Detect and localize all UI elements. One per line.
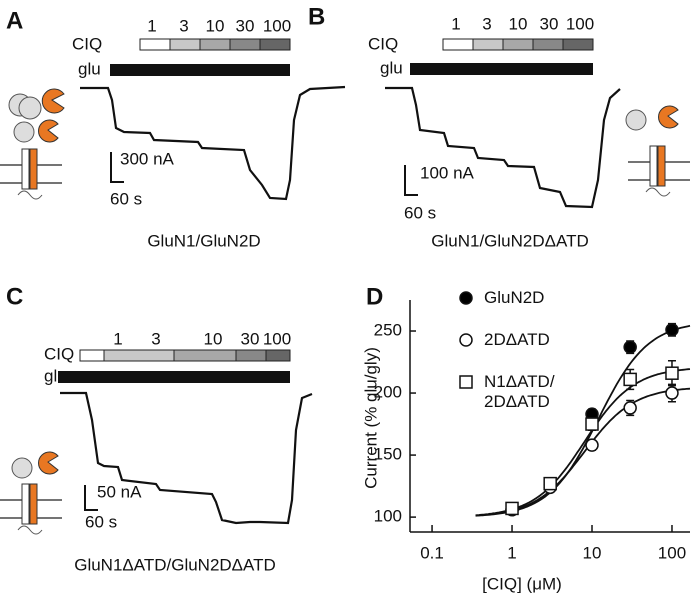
panel-a: A CIQ glu 1 3 10 30 100 300 nA 60 s GluN… bbox=[0, 7, 346, 250]
current-scale: 100 nA bbox=[420, 163, 475, 182]
legend-marker bbox=[459, 375, 473, 389]
construct-label: GluN1/GluN2D bbox=[147, 231, 260, 250]
current-trace bbox=[60, 391, 313, 525]
ciq-label: CIQ bbox=[72, 34, 102, 53]
ciq-label: CIQ bbox=[44, 344, 74, 363]
ciq-bar bbox=[139, 38, 171, 51]
y-tick-label: 250 bbox=[374, 321, 402, 340]
ciq-bar bbox=[502, 38, 534, 51]
x-tick-label: 10 bbox=[583, 543, 602, 562]
panel-b: B CIQ glu 1 3 10 30 100 100 nA 60 s GluN… bbox=[308, 3, 691, 250]
legend-marker bbox=[459, 333, 473, 347]
y-tick-label: 150 bbox=[374, 445, 402, 464]
y-tick-label: 100 bbox=[374, 507, 402, 526]
construct-label: GluN1/GluN2DΔATD bbox=[431, 231, 588, 250]
current-trace bbox=[80, 85, 346, 201]
x-axis-label: [CIQ] (μM) bbox=[482, 574, 562, 593]
conc-label: 1 bbox=[113, 329, 122, 348]
y-tick-label: 200 bbox=[374, 383, 402, 402]
ciq-bar bbox=[265, 349, 291, 362]
conc-label: 30 bbox=[236, 16, 255, 35]
panel-c: C CIQ glu 1 3 10 30 100 50 nA 60 s GluN1… bbox=[0, 283, 313, 574]
conc-label: 1 bbox=[147, 16, 156, 35]
conc-label: 100 bbox=[263, 329, 291, 348]
receptor-icon bbox=[625, 105, 691, 197]
panel-label: A bbox=[6, 7, 23, 34]
ciq-bar bbox=[472, 38, 504, 51]
conc-label: 30 bbox=[241, 329, 260, 348]
marker bbox=[585, 417, 599, 431]
ciq-bar bbox=[259, 38, 291, 51]
conc-label: 100 bbox=[263, 16, 291, 35]
panel-label: D bbox=[366, 283, 383, 310]
ciq-bar bbox=[562, 38, 594, 51]
ciq-bar bbox=[199, 38, 231, 51]
x-tick-label: 0.1 bbox=[420, 543, 444, 562]
conc-label: 3 bbox=[151, 329, 160, 348]
receptor-icon bbox=[0, 88, 65, 200]
glu-label: glu bbox=[78, 59, 101, 78]
x-tick-label: 1 bbox=[507, 543, 516, 562]
time-scale: 60 s bbox=[85, 512, 117, 531]
scale-bar bbox=[110, 152, 124, 183]
legend-marker bbox=[459, 291, 473, 305]
ciq-bar bbox=[169, 38, 201, 51]
legend-label: 2DΔATD bbox=[484, 330, 550, 349]
ciq-bar bbox=[442, 38, 474, 51]
conc-label: 1 bbox=[451, 14, 460, 33]
marker bbox=[665, 366, 679, 380]
marker bbox=[585, 438, 599, 452]
conc-label: 3 bbox=[482, 14, 491, 33]
scale-bar bbox=[404, 165, 418, 196]
glu-bar bbox=[58, 371, 290, 383]
ciq-bar bbox=[79, 349, 105, 362]
legend-label: N1ΔATD/ 2DΔATD bbox=[484, 372, 555, 411]
marker bbox=[623, 401, 637, 415]
marker bbox=[543, 476, 557, 491]
time-scale: 60 s bbox=[404, 203, 436, 222]
conc-label: 3 bbox=[179, 16, 188, 35]
time-scale: 60 s bbox=[110, 189, 142, 208]
fit-curve bbox=[475, 324, 691, 517]
glu-bar bbox=[410, 63, 593, 75]
marker bbox=[505, 501, 519, 516]
x-tick-label: 100 bbox=[658, 543, 686, 562]
marker bbox=[665, 323, 679, 337]
conc-label: 30 bbox=[540, 14, 559, 33]
glu-bar bbox=[110, 64, 290, 76]
marker bbox=[623, 372, 637, 387]
ciq-bar bbox=[532, 38, 564, 51]
panel-label: B bbox=[308, 3, 325, 30]
conc-label: 10 bbox=[204, 329, 223, 348]
panel-label: C bbox=[6, 283, 23, 310]
panel-d: D Current (% glu/gly) [CIQ] (μM) 100 150 2… bbox=[361, 283, 691, 593]
ciq-bar bbox=[235, 349, 267, 362]
ciq-label: CIQ bbox=[368, 34, 398, 53]
legend-label: GluN2D bbox=[484, 288, 545, 307]
conc-label: 10 bbox=[206, 16, 225, 35]
ciq-bar bbox=[103, 349, 175, 362]
current-trace bbox=[385, 86, 621, 209]
glu-label: glu bbox=[380, 58, 403, 77]
conc-label: 100 bbox=[566, 14, 594, 33]
ciq-bar bbox=[229, 38, 261, 51]
construct-label: GluN1ΔATD/GluN2DΔATD bbox=[74, 555, 276, 574]
marker bbox=[623, 340, 637, 354]
conc-label: 10 bbox=[509, 14, 528, 33]
marker bbox=[665, 386, 679, 400]
ciq-bar bbox=[173, 349, 237, 362]
current-scale: 300 nA bbox=[120, 149, 175, 168]
scale-bar bbox=[84, 485, 98, 511]
current-scale: 50 nA bbox=[97, 482, 142, 501]
receptor-icon bbox=[0, 451, 63, 535]
y-axis-label: Current (% glu/gly) bbox=[361, 347, 380, 489]
